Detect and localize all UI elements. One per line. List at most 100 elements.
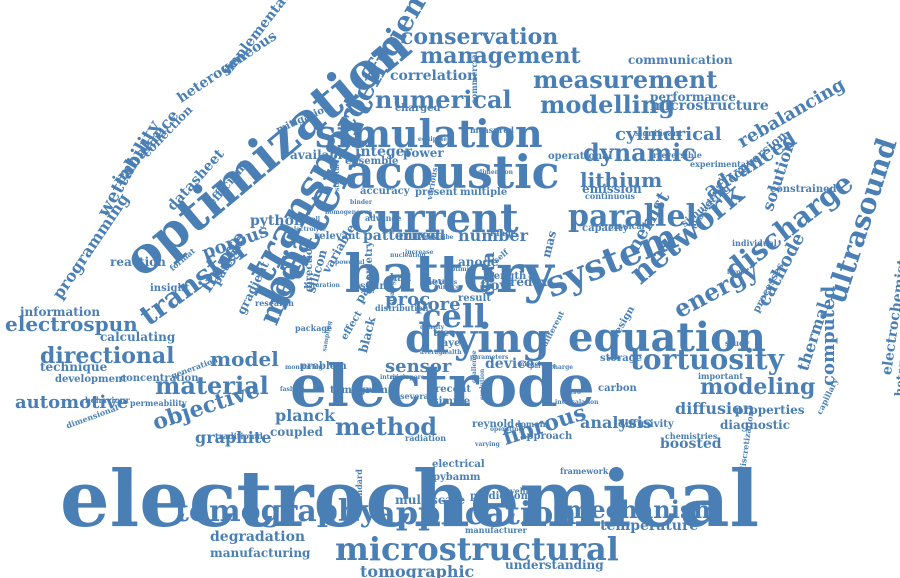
cloud-word: storage bbox=[600, 353, 643, 365]
cloud-word: electrochemical bbox=[60, 454, 760, 546]
cloud-word: number bbox=[458, 225, 528, 245]
cloud-word: tree bbox=[433, 328, 456, 340]
cloud-word: concentration bbox=[120, 373, 199, 385]
cloud-word: modelling bbox=[540, 90, 676, 120]
cloud-word: result bbox=[458, 293, 491, 305]
cloud-word: behaviour bbox=[85, 394, 130, 405]
cloud-word: continuous bbox=[585, 190, 636, 201]
cloud-word: directional bbox=[40, 342, 175, 369]
cloud-word: varying bbox=[475, 441, 500, 449]
cloud-word: layer bbox=[438, 338, 466, 350]
cloud-word: commercial bbox=[469, 51, 479, 104]
cloud-word: surface bbox=[435, 284, 460, 292]
cloud-word: emission bbox=[582, 181, 642, 196]
cloud-word: accuracy bbox=[360, 186, 410, 198]
cloud-word: charge bbox=[550, 364, 574, 372]
cloud-word: measurement bbox=[533, 65, 718, 95]
cloud-word: model bbox=[210, 347, 279, 372]
cloud-word: study bbox=[725, 337, 750, 348]
cloud-word: carbon bbox=[598, 383, 637, 395]
cloud-word: calculating bbox=[100, 329, 176, 344]
cloud-word: drying bbox=[405, 314, 550, 362]
cloud-word: increase bbox=[405, 249, 434, 257]
cloud-word: operational bbox=[548, 151, 613, 163]
cloud-word: optimise bbox=[447, 266, 477, 274]
cloud-word: structure bbox=[334, 159, 341, 192]
cloud-word: equation bbox=[568, 313, 766, 361]
cloud-word: package bbox=[295, 322, 333, 333]
cloud-word: traditional bbox=[215, 430, 263, 441]
cloud-word: microstructure bbox=[650, 98, 769, 115]
cloud-word: current bbox=[350, 194, 519, 242]
cloud-word: boosted bbox=[660, 436, 722, 453]
cloud-word: particle bbox=[530, 363, 557, 371]
cloud-word: reaction bbox=[110, 254, 166, 269]
cloud-word: vehicle bbox=[510, 485, 542, 496]
cloud-word: manufacturer bbox=[465, 524, 527, 535]
cloud-word: length bbox=[490, 271, 527, 283]
cloud-word: reynold bbox=[472, 419, 515, 431]
cloud-word: understanding bbox=[505, 557, 604, 572]
cloud-word: fashion bbox=[280, 386, 305, 394]
cloud-word: cell bbox=[422, 297, 487, 336]
cloud-word: nucleation bbox=[390, 252, 426, 260]
cloud-word: macro bbox=[560, 389, 582, 397]
cloud-word: health bbox=[440, 349, 462, 357]
cloud-word: dimension bbox=[478, 169, 514, 177]
cloud-word: proc bbox=[385, 288, 431, 310]
cloud-word: individual bbox=[732, 237, 777, 248]
cloud-word: tortuosity bbox=[630, 343, 784, 377]
cloud-word: integer bbox=[355, 144, 412, 161]
cloud-word: correlation bbox=[390, 68, 478, 85]
cloud-word: energy bbox=[668, 255, 763, 325]
cloud-word: average bbox=[420, 349, 447, 357]
cloud-word: range bbox=[490, 227, 516, 238]
cloud-word: tomography bbox=[175, 493, 378, 529]
cloud-word: multiple bbox=[460, 187, 508, 199]
cloud-word: ultrasound bbox=[819, 134, 900, 308]
cloud-word: communication bbox=[628, 52, 733, 67]
cloud-word: device bbox=[485, 356, 535, 373]
cloud-word: standard bbox=[354, 468, 364, 509]
cloud-word: simple bbox=[433, 396, 471, 408]
cloud-word: performance bbox=[650, 89, 736, 104]
cloud-word: prediction bbox=[470, 491, 528, 503]
cloud-word: material bbox=[155, 371, 269, 401]
cloud-word: level bbox=[428, 277, 455, 289]
cloud-word: lithium bbox=[580, 168, 663, 193]
cloud-word: application bbox=[375, 494, 577, 533]
cloud-word: diagnostic bbox=[720, 417, 791, 432]
cloud-word: framework bbox=[560, 465, 609, 476]
cloud-word: available bbox=[290, 147, 350, 162]
cloud-word: electrical bbox=[432, 459, 485, 471]
cloud-word: ensemble bbox=[345, 156, 399, 168]
cloud-word: domain bbox=[515, 418, 549, 429]
cloud-word: mixed bbox=[398, 228, 446, 245]
cloud-word: planck bbox=[275, 405, 336, 425]
cloud-word: method bbox=[335, 412, 437, 442]
cloud-word: cylindrical bbox=[615, 123, 722, 145]
cloud-word: approach bbox=[520, 431, 573, 443]
cloud-word: electrospun bbox=[5, 312, 138, 337]
cloud-word: electrode bbox=[290, 351, 595, 420]
cloud-word: experimental bbox=[690, 158, 750, 169]
cloud-word: monitoring bbox=[285, 364, 323, 372]
cloud-word: irreversible bbox=[650, 149, 702, 160]
cloud-word: diffusivity bbox=[618, 419, 674, 431]
cloud-word: equipment bbox=[418, 136, 455, 144]
cloud-word: string bbox=[360, 281, 394, 293]
cloud-word: research bbox=[255, 297, 294, 308]
cloud-word: hall bbox=[390, 273, 412, 285]
cloud-word: homogeneous bbox=[325, 209, 372, 217]
cloud-word: advance bbox=[365, 212, 402, 223]
cloud-word: saturation bbox=[305, 282, 340, 290]
cloud-word: micropore bbox=[390, 374, 425, 382]
cloud-word: binder bbox=[350, 199, 373, 207]
cloud-word: capacity bbox=[582, 223, 629, 235]
cloud-word: degradation bbox=[210, 529, 306, 546]
cloud-word: dynamic bbox=[583, 138, 696, 168]
cloud-word: density bbox=[420, 324, 445, 332]
cloud-word: parallel bbox=[568, 198, 697, 234]
cloud-word: mas bbox=[539, 228, 560, 259]
